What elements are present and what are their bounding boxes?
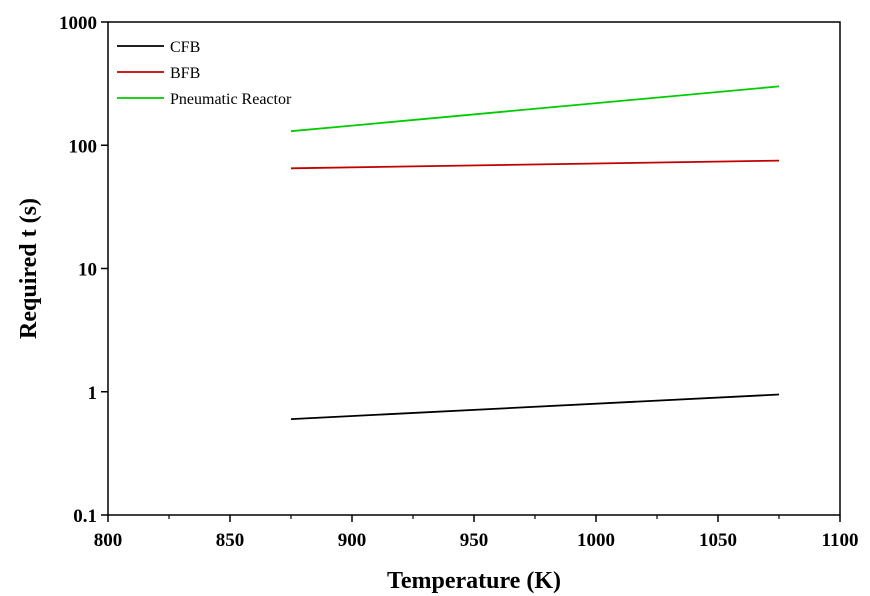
y-tick-label: 100 [69,136,98,157]
legend-label: Pneumatic Reactor [170,91,292,108]
y-tick-label: 1000 [59,13,97,34]
x-tick-label: 950 [460,530,489,551]
y-axis-title: Required t (s) [16,198,42,339]
y-tick-label: 10 [78,260,97,281]
x-tick-label: 800 [94,530,123,551]
y-tick-label: 0.1 [73,506,97,527]
legend: CFB BFB Pneumatic Reactor [117,39,292,108]
legend-label: CFB [170,39,200,56]
series-line [291,395,779,420]
x-tick-label: 1000 [577,530,615,551]
x-tick-label: 1100 [822,530,859,551]
y-tick-label: 1 [88,383,98,404]
x-tick-label: 900 [338,530,367,551]
series-lines [291,86,779,419]
series-line [291,86,779,131]
legend-label: BFB [170,65,200,82]
x-tick-label: 1050 [699,530,737,551]
x-tick-label: 850 [216,530,245,551]
series-line [291,161,779,169]
x-axis-title: Temperature (K) [387,568,561,594]
